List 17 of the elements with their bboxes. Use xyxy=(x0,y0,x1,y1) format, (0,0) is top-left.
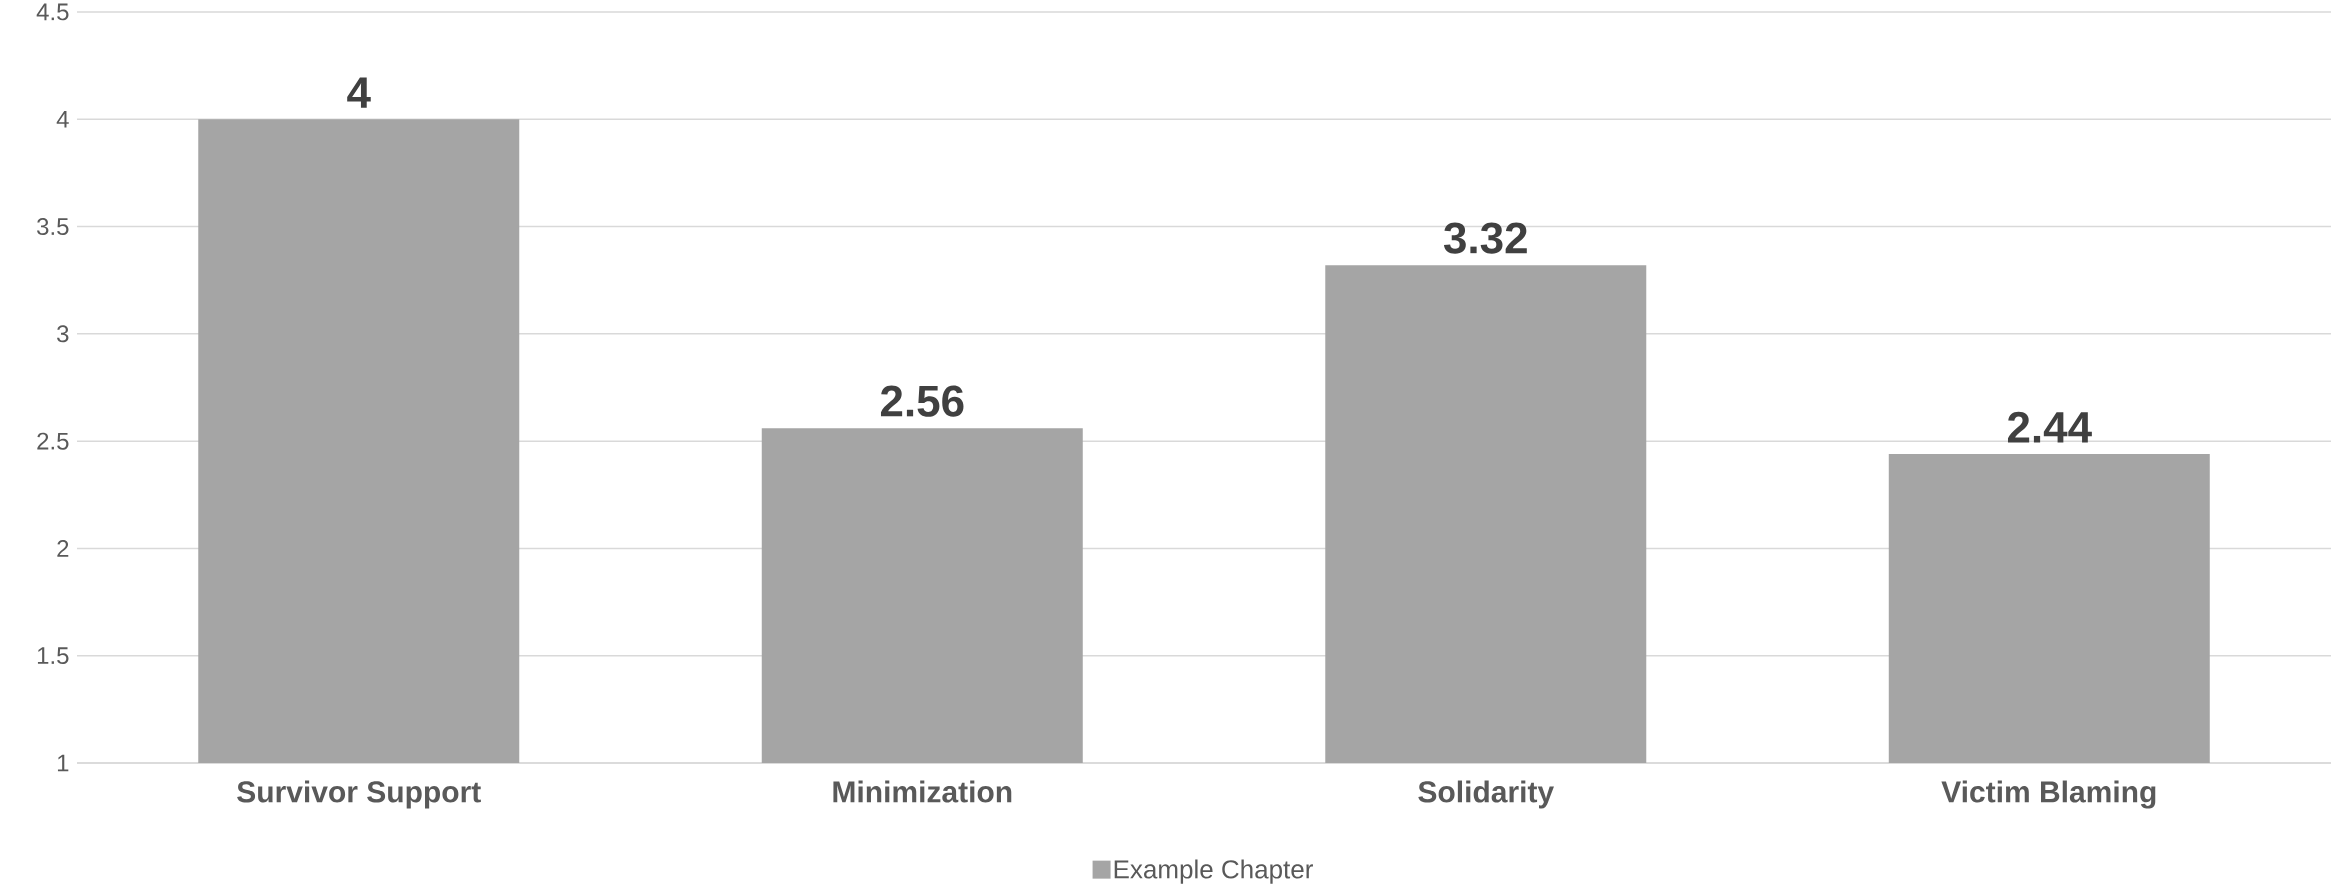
y-tick-label: 2 xyxy=(57,540,69,557)
x-tick-label: Survivor Support xyxy=(237,780,481,809)
y-tick-label: 3 xyxy=(57,325,69,343)
y-tick-label: 1 xyxy=(57,754,69,772)
x-tick-label: Minimization xyxy=(833,780,1012,803)
y-tick-label: 1.5 xyxy=(37,647,69,665)
x-tick-label: Victim Blaming xyxy=(1941,780,2156,809)
data-label: 3.32 xyxy=(1443,222,1527,254)
legend-label: Example Chapter xyxy=(1114,859,1313,884)
y-tick-label: 4.5 xyxy=(36,3,69,21)
x-tick-label: Solidarity xyxy=(1418,780,1554,809)
y-tick-label: 4 xyxy=(56,111,69,128)
y-tick-label: 3.5 xyxy=(37,218,69,236)
data-label: 2.44 xyxy=(2007,411,2092,443)
data-label: 4 xyxy=(347,77,371,108)
data-label: 2.56 xyxy=(880,385,964,417)
y-tick-label: 2.5 xyxy=(37,432,69,450)
